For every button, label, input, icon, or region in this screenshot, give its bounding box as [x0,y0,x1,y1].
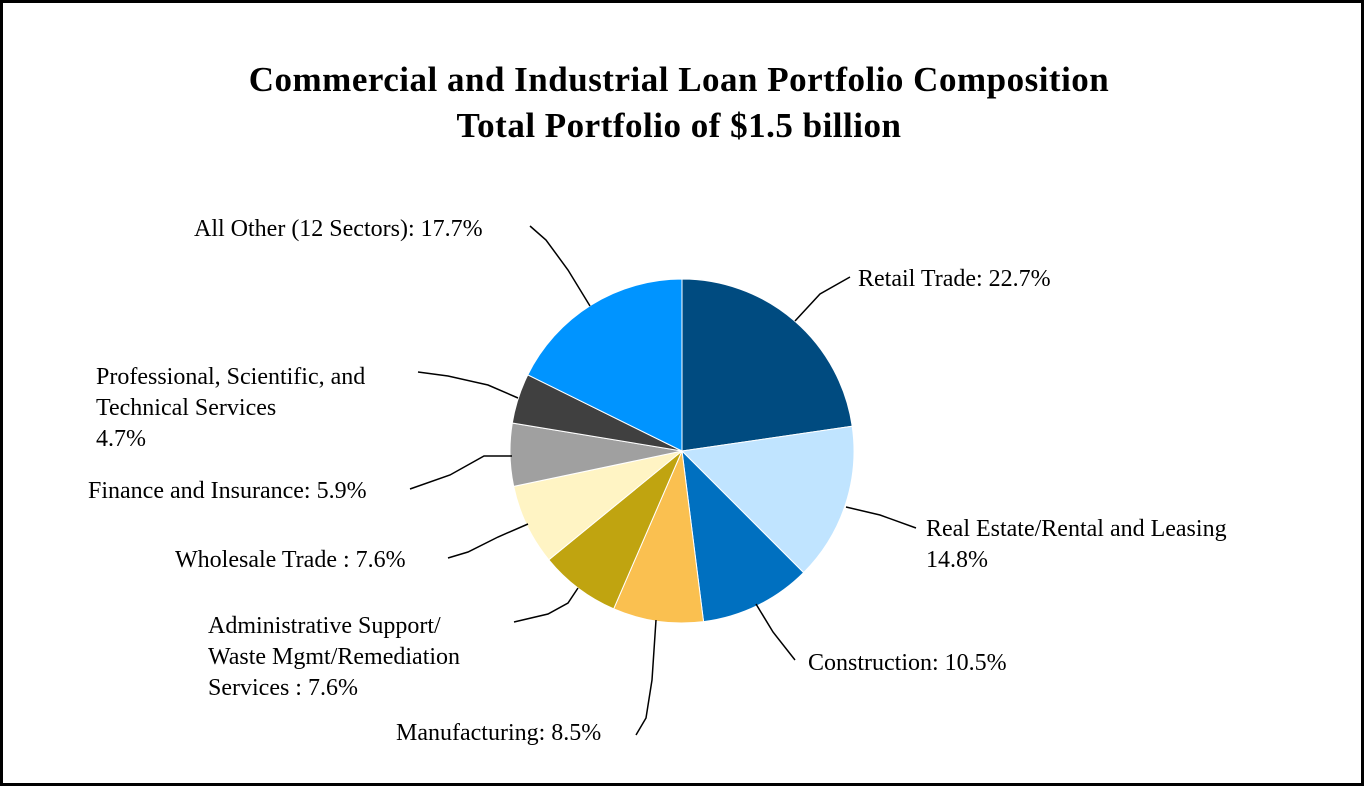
slice-label-line: Services : 7.6% [208,675,358,701]
leader-line-3 [755,603,796,661]
slice-label-7: Finance and Insurance: 5.9% [88,478,367,504]
slice-label-line: Wholesale Trade : 7.6% [175,547,406,573]
leader-line-7 [409,455,512,490]
slice-label-line: Retail Trade: 22.7% [858,266,1051,292]
pie-slice-2 [680,425,855,574]
leader-line-4 [635,619,657,736]
leader-line-8 [417,371,519,399]
chart-subtitle: Total Portfolio of $1.5 billion [456,106,902,145]
slice-label-1: Retail Trade: 22.7% [858,266,1051,292]
leader-line-6 [447,523,529,559]
pie-slice-9 [527,278,683,452]
leader-line-5 [513,587,579,623]
slice-label-3: Construction: 10.5% [808,650,1007,676]
leader-line-9 [529,225,591,307]
slice-label-2: Real Estate/Rental and Leasing 14.8% [926,516,1227,573]
slice-label-line: Administrative Support/ [208,613,441,639]
slice-label-line: Waste Mgmt/Remediation [208,644,460,670]
slice-label-line: Construction: 10.5% [808,650,1007,676]
slice-label-line: Professional, Scientific, and [96,364,365,390]
leader-line-2 [845,506,917,529]
slice-label-4: Manufacturing: 8.5% [396,720,601,746]
leader-line-1 [794,276,851,322]
slice-label-9: All Other (12 Sectors): 17.7% [194,216,483,242]
slice-label-line: Technical Services [96,395,276,421]
slice-label-5: Administrative Support/Waste Mgmt/Remedi… [208,613,460,701]
slice-label-line: All Other (12 Sectors): 17.7% [194,216,483,242]
slice-label-8: Professional, Scientific, and Technical S… [96,364,365,452]
slice-label-line: Finance and Insurance: 5.9% [88,478,367,504]
slice-label-6: Wholesale Trade : 7.6% [175,547,406,573]
slice-label-line: Real Estate/Rental and Leasing [926,516,1227,542]
slice-label-line: 4.7% [96,426,146,452]
pie-slice-4 [613,449,705,624]
slice-label-line: 14.8% [926,547,988,573]
pie-slice-1 [681,278,853,452]
chart-title: Commercial and Industrial Loan Portfolio… [248,60,1110,99]
slice-label-line: Manufacturing: 8.5% [396,720,601,746]
